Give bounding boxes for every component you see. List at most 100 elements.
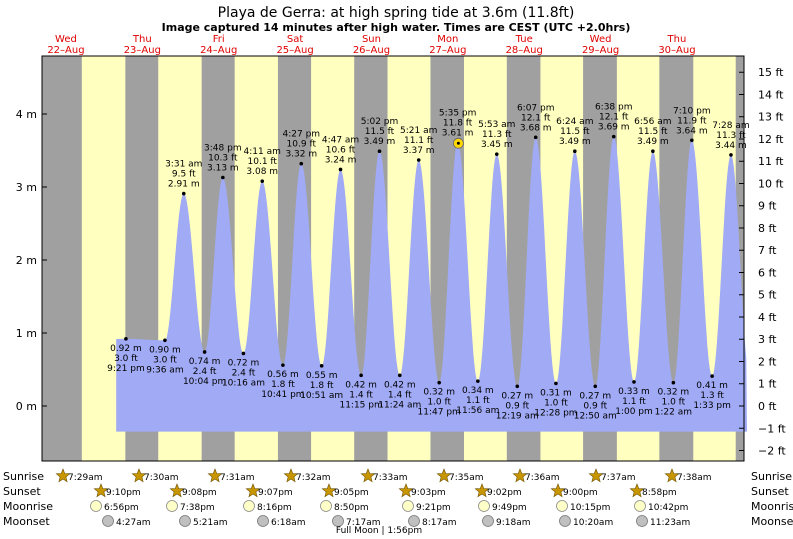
sunrise-time: 7:37am bbox=[601, 473, 636, 483]
day-date: 22–Aug bbox=[47, 45, 84, 56]
low-tide-time: 10:41 pm bbox=[261, 390, 304, 400]
day-date: 26–Aug bbox=[353, 45, 390, 56]
moonrise-icon bbox=[478, 500, 490, 512]
high-tide-label: 3:31 am9.5 ft2.91 m bbox=[165, 160, 202, 190]
high-tide-metres: 2.91 m bbox=[168, 180, 200, 190]
sunrise-time: 7:35am bbox=[449, 473, 484, 483]
moonrise-icon bbox=[320, 500, 332, 512]
low-tide-feet: 0.9 ft bbox=[505, 401, 529, 411]
low-tide-point bbox=[397, 373, 402, 378]
moonset-entry: 6:18am bbox=[257, 515, 306, 528]
sunrise-entry: 7:35am bbox=[436, 468, 484, 483]
y-tick-label-right: 2 ft bbox=[758, 355, 777, 368]
moonrise-entry: 6:56pm bbox=[90, 500, 139, 513]
low-tide-time: 12:28 pm bbox=[534, 408, 577, 418]
tide-area bbox=[116, 136, 747, 432]
sunrise-entry: 7:30am bbox=[131, 468, 179, 483]
low-tide-time: 1:00 pm bbox=[615, 407, 653, 417]
astro-rows: Sunrise Sunrise Sunset Sunset Moonrise Moonri… bbox=[3, 468, 793, 528]
high-tide-time: 5:35 pm bbox=[439, 108, 477, 118]
sun-icon bbox=[588, 468, 604, 483]
low-tide-feet: 1.8 ft bbox=[271, 380, 295, 390]
sun-icon bbox=[550, 483, 566, 498]
low-tide-feet: 1.3 ft bbox=[700, 391, 724, 401]
high-tide-point bbox=[690, 138, 694, 143]
low-tide-metres: 0.72 m bbox=[228, 358, 260, 368]
high-tide-feet: 11.5 ft bbox=[560, 127, 590, 137]
sun-icon bbox=[474, 483, 490, 498]
day-weekday: Sun bbox=[362, 34, 381, 45]
low-tide-metres: 0.41 m bbox=[696, 381, 728, 391]
day-headers: Wed22–AugThu23–AugFri24–AugSat25–AugSun2… bbox=[47, 34, 695, 56]
moonrise-time: 8:16pm bbox=[257, 503, 292, 513]
sun-icon bbox=[169, 483, 185, 498]
day-date: 23–Aug bbox=[124, 45, 161, 56]
low-tide-feet: 3.0 ft bbox=[153, 355, 177, 365]
high-tide-time: 5:21 am bbox=[400, 126, 437, 136]
low-tide-point bbox=[593, 384, 598, 389]
low-tide-metres: 0.32 m bbox=[423, 388, 455, 398]
high-tide-time: 6:07 pm bbox=[517, 103, 555, 113]
y-tick-label-right: −1 ft bbox=[758, 422, 786, 435]
moonset-entry: 10:20am bbox=[559, 515, 613, 528]
moonrise-icon bbox=[634, 500, 646, 512]
row-label-right: Moonrise bbox=[751, 500, 793, 513]
low-tide-time: 1:33 pm bbox=[693, 401, 731, 411]
low-tide-metres: 0.42 m bbox=[384, 380, 416, 390]
high-tide-time: 6:24 am bbox=[556, 117, 593, 127]
moonrise-icon bbox=[402, 500, 414, 512]
high-tide-time: 3:48 pm bbox=[204, 144, 242, 154]
day-date: 24–Aug bbox=[200, 45, 237, 56]
low-tide-point bbox=[281, 363, 285, 367]
moonrise-time: 6:56pm bbox=[104, 503, 139, 513]
day-date: 27–Aug bbox=[429, 45, 466, 56]
sunset-entry: 9:10pm bbox=[93, 483, 141, 498]
row-label-left: Moonset bbox=[3, 515, 50, 528]
sun-icon bbox=[93, 483, 109, 498]
high-tide-feet: 9.5 ft bbox=[172, 170, 196, 180]
high-tide-metres: 3.64 m bbox=[676, 126, 708, 136]
moonset-icon bbox=[257, 515, 269, 527]
low-tide-point bbox=[202, 350, 207, 354]
moonrise-entry: 9:21pm bbox=[402, 500, 451, 513]
high-tide-feet: 11.3 ft bbox=[716, 131, 746, 141]
y-tick-label-right: 3 ft bbox=[758, 333, 777, 346]
row-label-left: Sunrise bbox=[3, 470, 44, 483]
high-tide-time: 7:10 pm bbox=[673, 106, 711, 116]
high-tide-feet: 10.1 ft bbox=[248, 157, 278, 167]
row-label-left: Sunset bbox=[3, 485, 41, 498]
sunset-entry: 9:08pm bbox=[169, 483, 217, 498]
low-tide-metres: 0.34 m bbox=[462, 386, 494, 396]
sunrise-time: 7:36am bbox=[525, 473, 560, 483]
moonrise-time: 9:49pm bbox=[492, 503, 527, 513]
sunset-entry: 9:03pm bbox=[398, 483, 446, 498]
day-date: 28–Aug bbox=[506, 45, 543, 56]
y-tick-label-right: 4 ft bbox=[758, 311, 777, 324]
sunrise-time: 7:30am bbox=[144, 473, 179, 483]
sunset-entry: 9:05pm bbox=[321, 483, 369, 498]
low-tide-metres: 0.32 m bbox=[658, 388, 690, 398]
sunset-time: 9:08pm bbox=[182, 488, 217, 498]
low-tide-time: 9:36 am bbox=[146, 365, 183, 375]
high-tide-metres: 3.49 m bbox=[637, 137, 669, 147]
y-tick-label-right: 9 ft bbox=[758, 200, 777, 213]
high-tide-metres: 3.24 m bbox=[325, 155, 357, 165]
low-tide-feet: 1.0 ft bbox=[427, 398, 451, 408]
high-tide-point bbox=[573, 149, 577, 154]
day-weekday: Mon bbox=[437, 34, 458, 45]
low-tide-metres: 0.33 m bbox=[618, 387, 650, 397]
sunset-time: 9:07pm bbox=[258, 488, 293, 498]
high-tide-metres: 3.08 m bbox=[246, 167, 278, 177]
sun-icon bbox=[512, 468, 528, 483]
y-tick-label-right: 8 ft bbox=[758, 222, 777, 235]
moonset-icon bbox=[408, 515, 420, 527]
high-tide-time: 3:31 am bbox=[165, 160, 202, 170]
